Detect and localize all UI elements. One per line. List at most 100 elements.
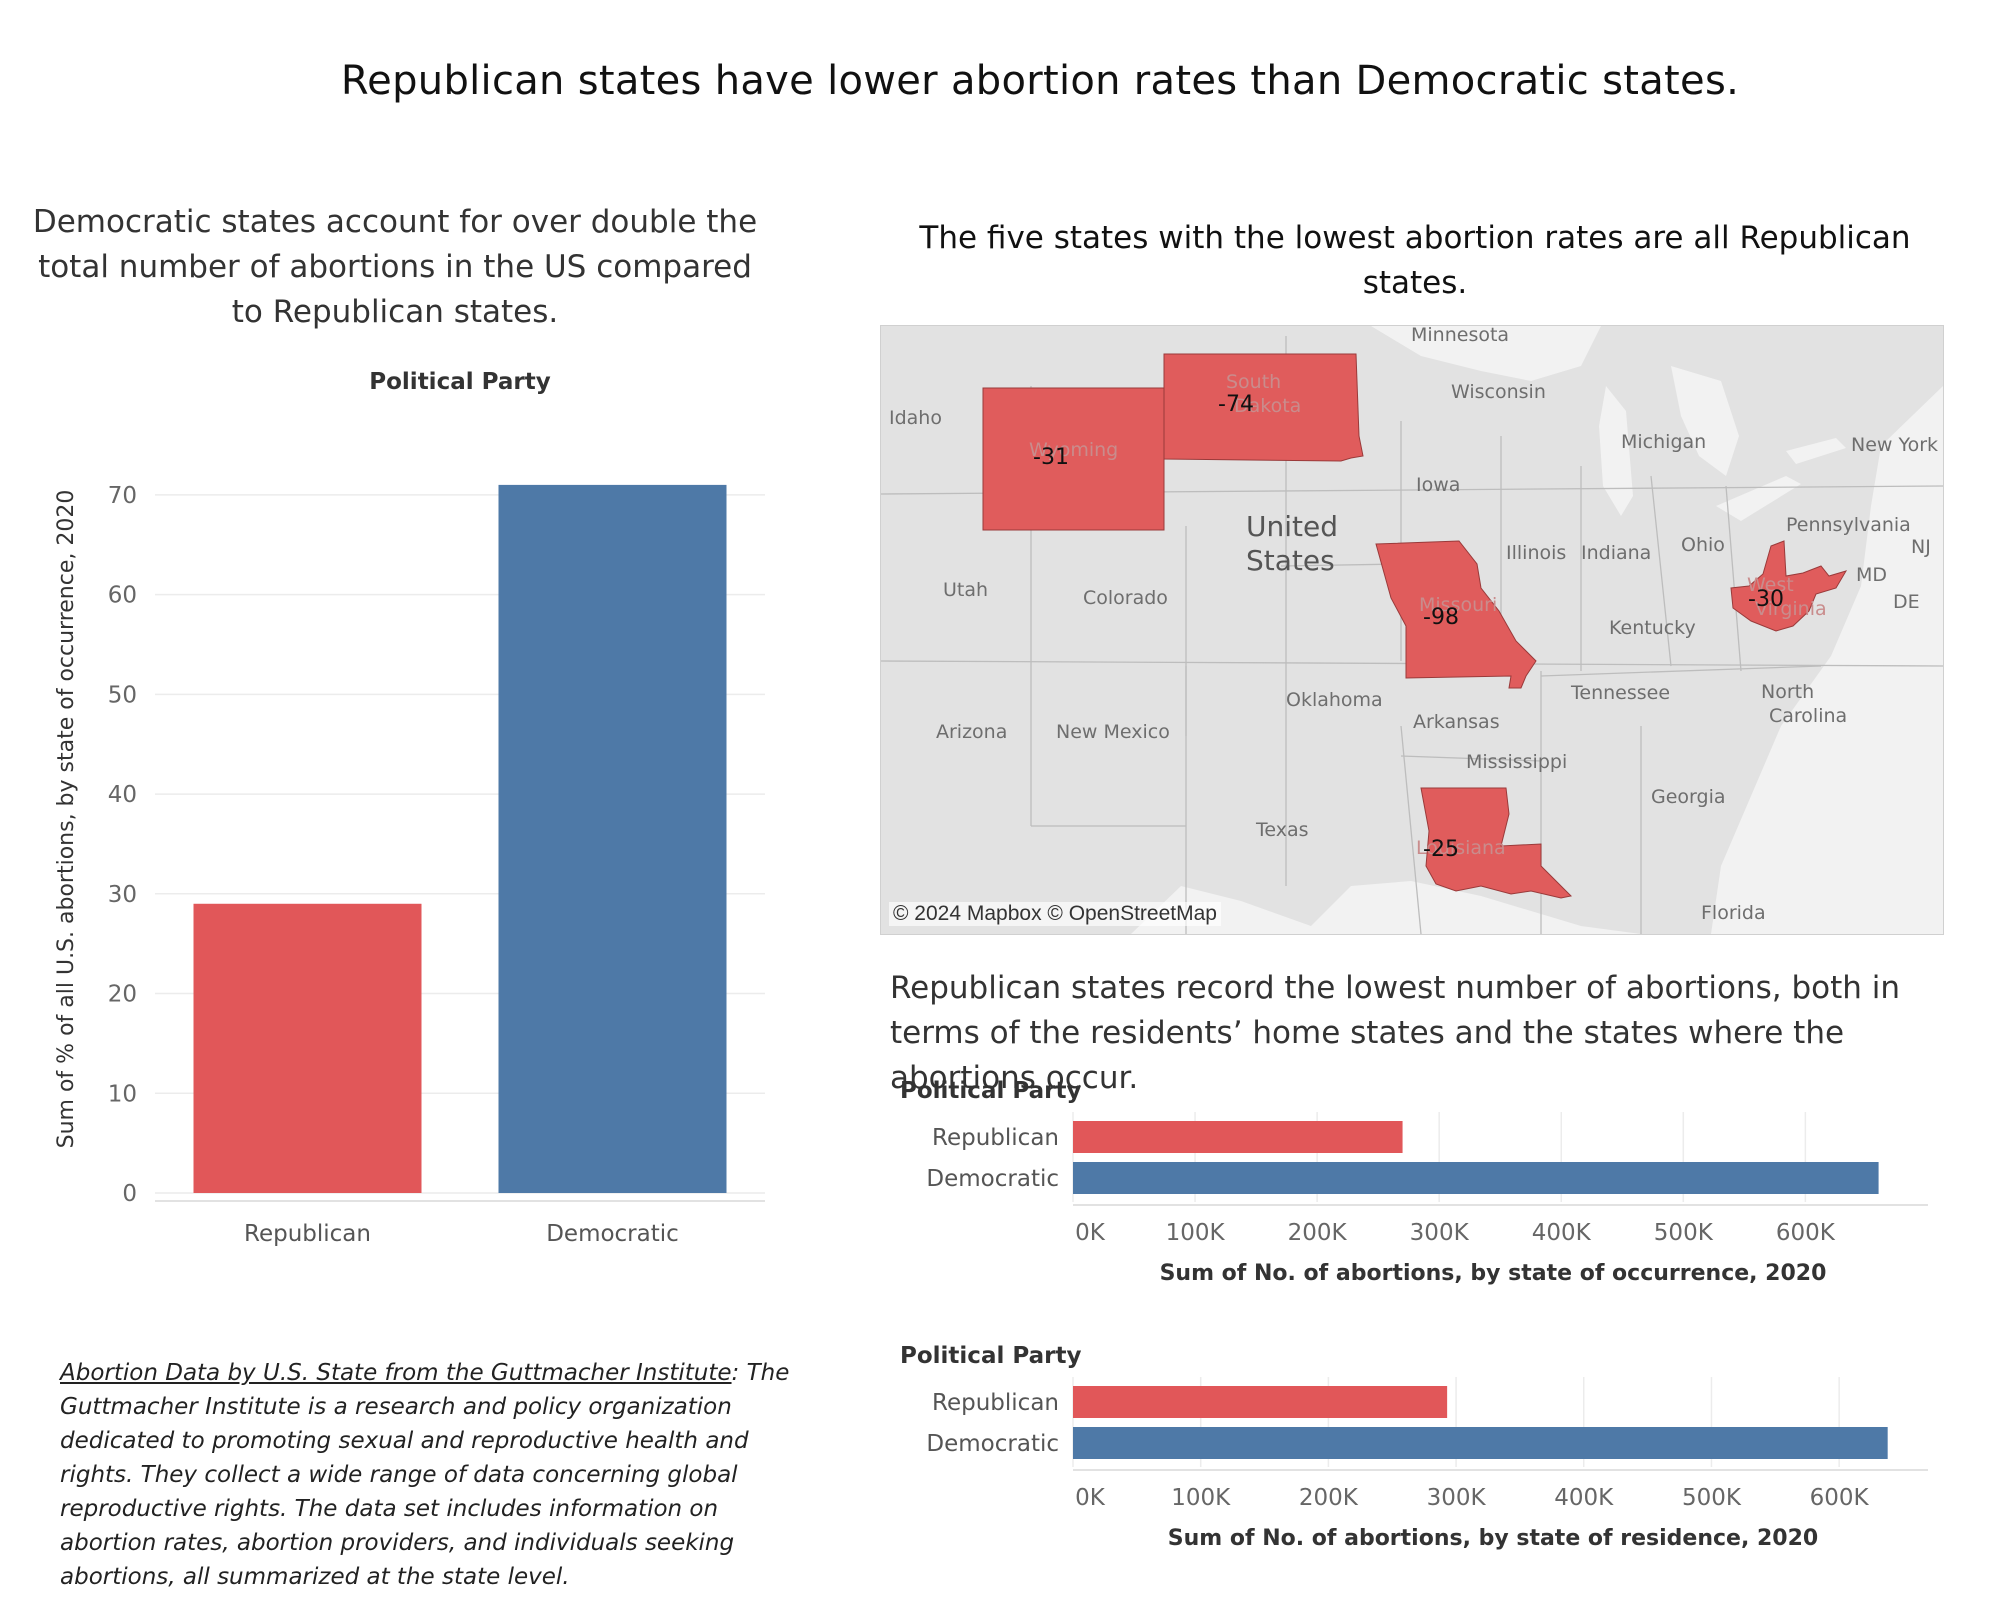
- bar-republican[interactable]: [1073, 1121, 1403, 1153]
- state-label-new-mexico: New Mexico: [1056, 721, 1170, 743]
- map-canvas: Minnesota Idaho Wisconsin Michigan New York I…: [881, 326, 1943, 934]
- x-tick-label: 400K: [1554, 1485, 1614, 1511]
- bar-democratic[interactable]: [498, 484, 727, 1193]
- category-label: Democratic: [926, 1431, 1059, 1457]
- y-axis-title: Sum of % of all U.S. abortions, by state…: [54, 490, 79, 1149]
- bars-title: Republican states record the lowest numb…: [890, 970, 1901, 1096]
- state-shape-south-dakota[interactable]: [1163, 353, 1364, 462]
- y-tick-label: 60: [108, 583, 137, 609]
- state-label-illinois: Illinois: [1506, 542, 1566, 564]
- x-tick-label: 0K: [1075, 1220, 1106, 1246]
- state-shape-louisiana[interactable]: [1420, 787, 1573, 899]
- state-label-iowa: Iowa: [1416, 474, 1460, 496]
- lake-superior: [1371, 326, 1601, 381]
- source-note: Abortion Data by U.S. State from the Gut…: [60, 1356, 800, 1594]
- state-label-mississippi: Mississippi: [1466, 751, 1567, 773]
- state-label-colorado: Colorado: [1083, 587, 1168, 609]
- x-tick-label: Republican: [244, 1221, 371, 1247]
- bar-democratic[interactable]: [1073, 1162, 1879, 1194]
- x-tick-label: 0K: [1075, 1485, 1106, 1511]
- x-tick-label: 200K: [1288, 1220, 1348, 1246]
- y-tick-label: 20: [108, 982, 137, 1008]
- state-borders: [881, 336, 1943, 934]
- gulf-of-mexico: [1131, 881, 1641, 934]
- source-colon: :: [731, 1360, 740, 1386]
- state-shape-wyoming[interactable]: [982, 387, 1165, 531]
- value-label-missouri: -98: [1423, 605, 1459, 630]
- state-label-north-carolina: North Carolina: [1761, 681, 1847, 727]
- legend-title-political-party: Political Party: [900, 1078, 1081, 1104]
- state-label-indiana: Indiana: [1581, 542, 1651, 564]
- y-tick-label: 70: [108, 483, 137, 509]
- horizontal-bar-chart-residence: Political Party Republican Democratic 0K 100…: [900, 1343, 1928, 1551]
- value-label-west-virginia: -30: [1748, 587, 1784, 612]
- state-label-louisiana: Louisiana: [1416, 837, 1506, 859]
- state-label-florida: Florida: [1701, 902, 1766, 924]
- bar-democratic[interactable]: [1073, 1427, 1888, 1459]
- value-label-south-dakota: -74: [1218, 392, 1254, 417]
- value-label-wyoming: -31: [1033, 445, 1069, 470]
- source-link[interactable]: Abortion Data by U.S. State from the Gut…: [60, 1360, 732, 1386]
- x-tick-label: 300K: [1427, 1485, 1487, 1511]
- chart-header-political-party: Political Party: [369, 369, 550, 395]
- state-label-pennsylvania: Pennsylvania: [1786, 514, 1911, 536]
- source-description: The Guttmacher Institute is a research a…: [60, 1360, 790, 1590]
- state-label-minnesota: Minnesota: [1411, 326, 1509, 346]
- map-attribution: © 2024 Mapbox © OpenStreetMap: [889, 902, 1221, 926]
- legend-title-political-party: Political Party: [900, 1343, 1081, 1369]
- state-label-utah: Utah: [943, 579, 988, 601]
- lake-michigan: [1599, 386, 1633, 516]
- state-label-texas: Texas: [1255, 819, 1309, 841]
- x-tick-label: 500K: [1654, 1220, 1714, 1246]
- state-label-new-york: New York: [1851, 434, 1938, 456]
- x-axis-title: Sum of No. of abortions, by state of res…: [1168, 1526, 1818, 1551]
- state-label-georgia: Georgia: [1651, 786, 1726, 808]
- x-axis-title: Sum of No. of abortions, by state of occ…: [1160, 1261, 1827, 1286]
- highlighted-states: [982, 353, 1848, 899]
- state-label-wisconsin: Wisconsin: [1451, 381, 1546, 403]
- x-tick-label: 400K: [1532, 1220, 1592, 1246]
- x-tick-label: 200K: [1299, 1485, 1359, 1511]
- state-shape-missouri[interactable]: [1375, 540, 1537, 689]
- state-label-ohio: Ohio: [1681, 534, 1725, 556]
- category-label: Republican: [932, 1125, 1059, 1151]
- state-label-oklahoma: Oklahoma: [1286, 689, 1383, 711]
- state-label-missouri: Missouri: [1419, 594, 1497, 616]
- state-label-arkansas: Arkansas: [1413, 711, 1500, 733]
- state-label-kentucky: Kentucky: [1609, 617, 1696, 639]
- category-label: Democratic: [926, 1166, 1059, 1192]
- category-label: Republican: [932, 1390, 1059, 1416]
- x-tick-label: 100K: [1171, 1485, 1231, 1511]
- bar-republican[interactable]: [193, 903, 422, 1193]
- x-tick-label: 100K: [1166, 1220, 1226, 1246]
- state-label-wyoming: Wyoming: [1029, 439, 1118, 461]
- us-map[interactable]: Minnesota Idaho Wisconsin Michigan New York I…: [880, 325, 1944, 935]
- state-label-south-dakota: South Dakota: [1226, 371, 1301, 417]
- x-tick-label: 500K: [1682, 1485, 1742, 1511]
- x-tick-label: 600K: [1810, 1485, 1870, 1511]
- lake-huron: [1671, 366, 1739, 476]
- y-tick-label: 40: [108, 782, 137, 808]
- state-label-md: MD: [1856, 564, 1887, 586]
- left-chart-title: Democratic states account for over doubl…: [32, 204, 758, 330]
- x-tick-label: 600K: [1776, 1220, 1836, 1246]
- dashboard-title: Republican states have lower abortion ra…: [340, 58, 1740, 104]
- atlantic-ocean: [1711, 386, 1943, 934]
- lake-ontario: [1786, 438, 1846, 464]
- bar-republican[interactable]: [1073, 1386, 1448, 1418]
- y-tick-label: 30: [108, 882, 137, 908]
- map-labels: Minnesota Idaho Wisconsin Michigan New York I…: [889, 326, 1938, 924]
- state-shape-west-virginia[interactable]: [1730, 540, 1848, 632]
- y-tick-label: 50: [108, 682, 137, 708]
- state-label-tennessee: Tennessee: [1570, 682, 1670, 704]
- x-tick-label: Democratic: [546, 1221, 679, 1247]
- y-tick-label: 10: [108, 1081, 137, 1107]
- y-tick-label: 0: [122, 1181, 137, 1207]
- state-label-nj: NJ: [1911, 536, 1931, 558]
- state-label-de: DE: [1893, 591, 1920, 613]
- map-title: The five states with the lowest abortion…: [919, 220, 1911, 301]
- x-tick-label: 300K: [1410, 1220, 1470, 1246]
- country-label: United States: [1246, 510, 1338, 577]
- horizontal-bar-chart-occurrence: Political Party Republican Democratic 0K 100…: [900, 1078, 1928, 1286]
- state-label-idaho: Idaho: [889, 407, 942, 429]
